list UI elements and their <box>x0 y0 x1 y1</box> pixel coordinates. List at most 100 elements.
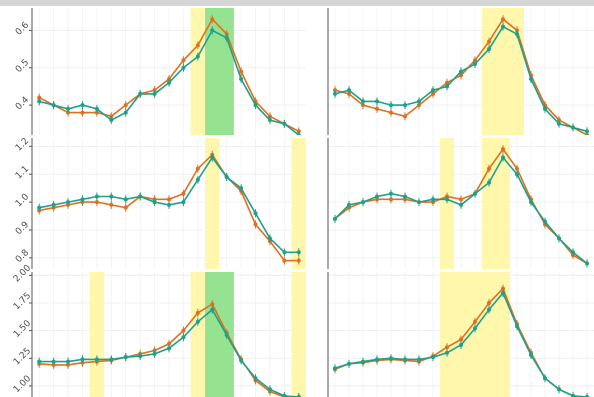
data-point <box>361 200 365 205</box>
data-point <box>123 110 128 115</box>
data-point <box>501 155 505 160</box>
y-tick-label: 0.9 <box>14 220 31 237</box>
data-point <box>253 376 258 381</box>
data-point <box>515 166 519 171</box>
data-point <box>51 202 56 207</box>
y-tick-label: 1.2 <box>14 136 31 153</box>
data-point <box>487 180 491 185</box>
data-point <box>501 291 505 296</box>
panel-bottom-right <box>327 272 594 397</box>
panel-plot-area <box>328 138 594 269</box>
data-point <box>459 343 463 348</box>
data-point <box>94 194 99 199</box>
panel-top-left: 0.4 0.5 0.6 <box>14 8 306 135</box>
data-point <box>529 200 533 205</box>
data-point <box>375 106 379 111</box>
data-point <box>181 65 186 70</box>
data-point <box>543 219 547 224</box>
highlight-band-yellow <box>291 138 306 269</box>
data-point <box>585 261 589 266</box>
data-point <box>210 28 215 33</box>
data-point <box>473 326 477 331</box>
highlight-band-green <box>205 272 234 397</box>
data-point <box>515 324 519 329</box>
data-point <box>333 216 337 221</box>
data-point <box>403 103 407 108</box>
data-point <box>333 366 337 371</box>
data-point <box>487 39 491 44</box>
data-point <box>37 99 42 104</box>
data-point <box>431 197 435 202</box>
data-point <box>389 103 393 108</box>
y-tick-label: 1.00 <box>12 374 33 395</box>
y-tick-label: 1.0 <box>14 192 31 209</box>
data-point <box>167 80 171 85</box>
data-point <box>80 110 85 115</box>
panel-plot-area <box>328 8 594 135</box>
data-point <box>66 106 71 111</box>
panel-plot-area <box>32 138 306 269</box>
data-point <box>181 200 186 205</box>
data-point <box>403 194 407 199</box>
data-point <box>80 197 85 202</box>
data-point <box>210 155 215 160</box>
data-point <box>267 118 272 123</box>
data-point <box>123 197 128 202</box>
data-point <box>267 387 272 392</box>
data-point <box>585 129 589 134</box>
data-point <box>37 359 42 364</box>
data-point <box>239 76 244 81</box>
highlight-band-yellow <box>190 8 206 135</box>
data-point <box>138 194 143 199</box>
data-point <box>167 341 171 346</box>
data-point <box>181 335 186 340</box>
data-point <box>389 197 393 202</box>
panel-bottom-left: 1.00 1.25 1.50 1.75 2.00 <box>12 263 306 397</box>
panel-middle-left: 0.8 0.9 1.0 1.1 1.2 <box>14 136 306 269</box>
data-point <box>459 337 463 342</box>
data-point <box>123 355 128 360</box>
data-point <box>181 328 186 333</box>
highlight-band-yellow <box>440 272 510 397</box>
data-point <box>473 62 477 67</box>
data-point <box>417 200 421 205</box>
y-tick-label: 1.50 <box>12 318 33 339</box>
y-tick-label: 0.6 <box>14 20 31 37</box>
data-point <box>152 351 157 356</box>
data-point <box>94 200 99 205</box>
highlight-band-yellow <box>440 138 454 269</box>
panel-plot-area <box>32 8 306 135</box>
panel-plot-area <box>328 272 594 397</box>
data-point <box>347 361 351 366</box>
data-point <box>501 17 505 22</box>
data-point <box>375 357 379 362</box>
data-point <box>296 133 301 135</box>
data-point <box>282 258 287 263</box>
data-point <box>571 393 575 397</box>
data-point <box>224 35 229 40</box>
data-point <box>253 103 258 108</box>
data-point <box>529 352 533 357</box>
data-point <box>167 202 171 207</box>
top-strip <box>0 0 594 6</box>
data-point <box>138 354 143 359</box>
data-point <box>501 147 505 152</box>
data-point <box>195 54 200 59</box>
data-point <box>501 286 505 291</box>
data-point <box>80 103 85 108</box>
data-point <box>210 17 215 22</box>
data-point <box>375 194 379 199</box>
data-point <box>109 357 114 362</box>
data-point <box>224 175 229 180</box>
data-point <box>152 91 157 96</box>
data-point <box>282 250 287 255</box>
data-point <box>361 99 365 104</box>
highlight-band-yellow <box>190 272 206 397</box>
data-point <box>195 310 200 315</box>
panel-plot-area <box>32 272 306 397</box>
data-point <box>253 222 258 227</box>
y-tick-label: 1.75 <box>12 291 33 312</box>
data-point <box>224 333 229 338</box>
